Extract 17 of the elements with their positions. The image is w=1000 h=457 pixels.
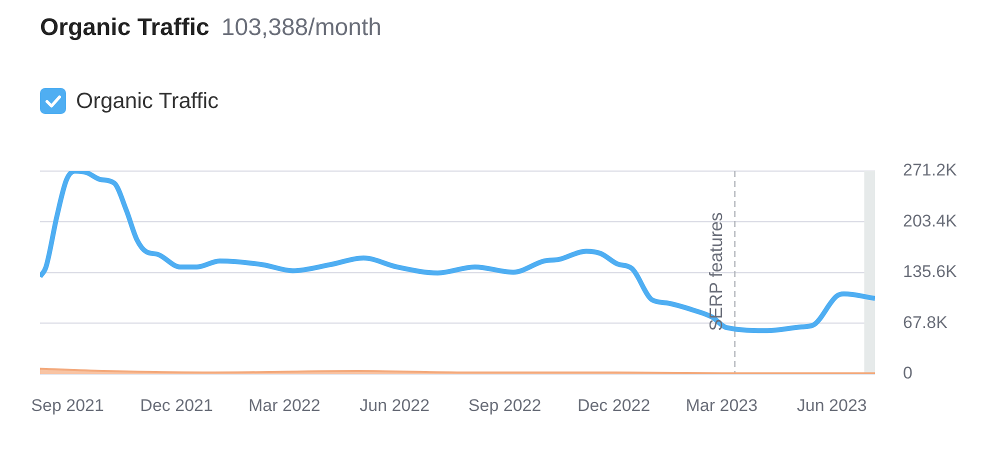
x-tick-label: Jun 2022 (360, 396, 430, 415)
ref-line-label: SERP features (706, 212, 726, 331)
y-tick-label: 135.6K (903, 262, 958, 282)
x-tick-label: Dec 2021 (140, 396, 213, 415)
x-tick-label: Mar 2023 (686, 396, 758, 415)
y-tick-label: 271.2K (903, 160, 958, 180)
legend-label: Organic Traffic (76, 88, 219, 114)
y-tick-label: 67.8K (903, 312, 948, 332)
x-tick-label: Mar 2022 (248, 396, 320, 415)
x-tick-label: Dec 2022 (577, 396, 650, 415)
chart-title: Organic Traffic (40, 14, 210, 41)
x-tick-label: Sep 2022 (468, 396, 542, 415)
y-tick-label: 203.4K (903, 211, 958, 230)
x-tick-label: Jun 2023 (796, 396, 867, 415)
y-tick-label: 0 (903, 364, 912, 383)
chart-subtitle: 103,388/month (221, 14, 382, 41)
x-tick-label: Sep 2021 (31, 396, 104, 415)
